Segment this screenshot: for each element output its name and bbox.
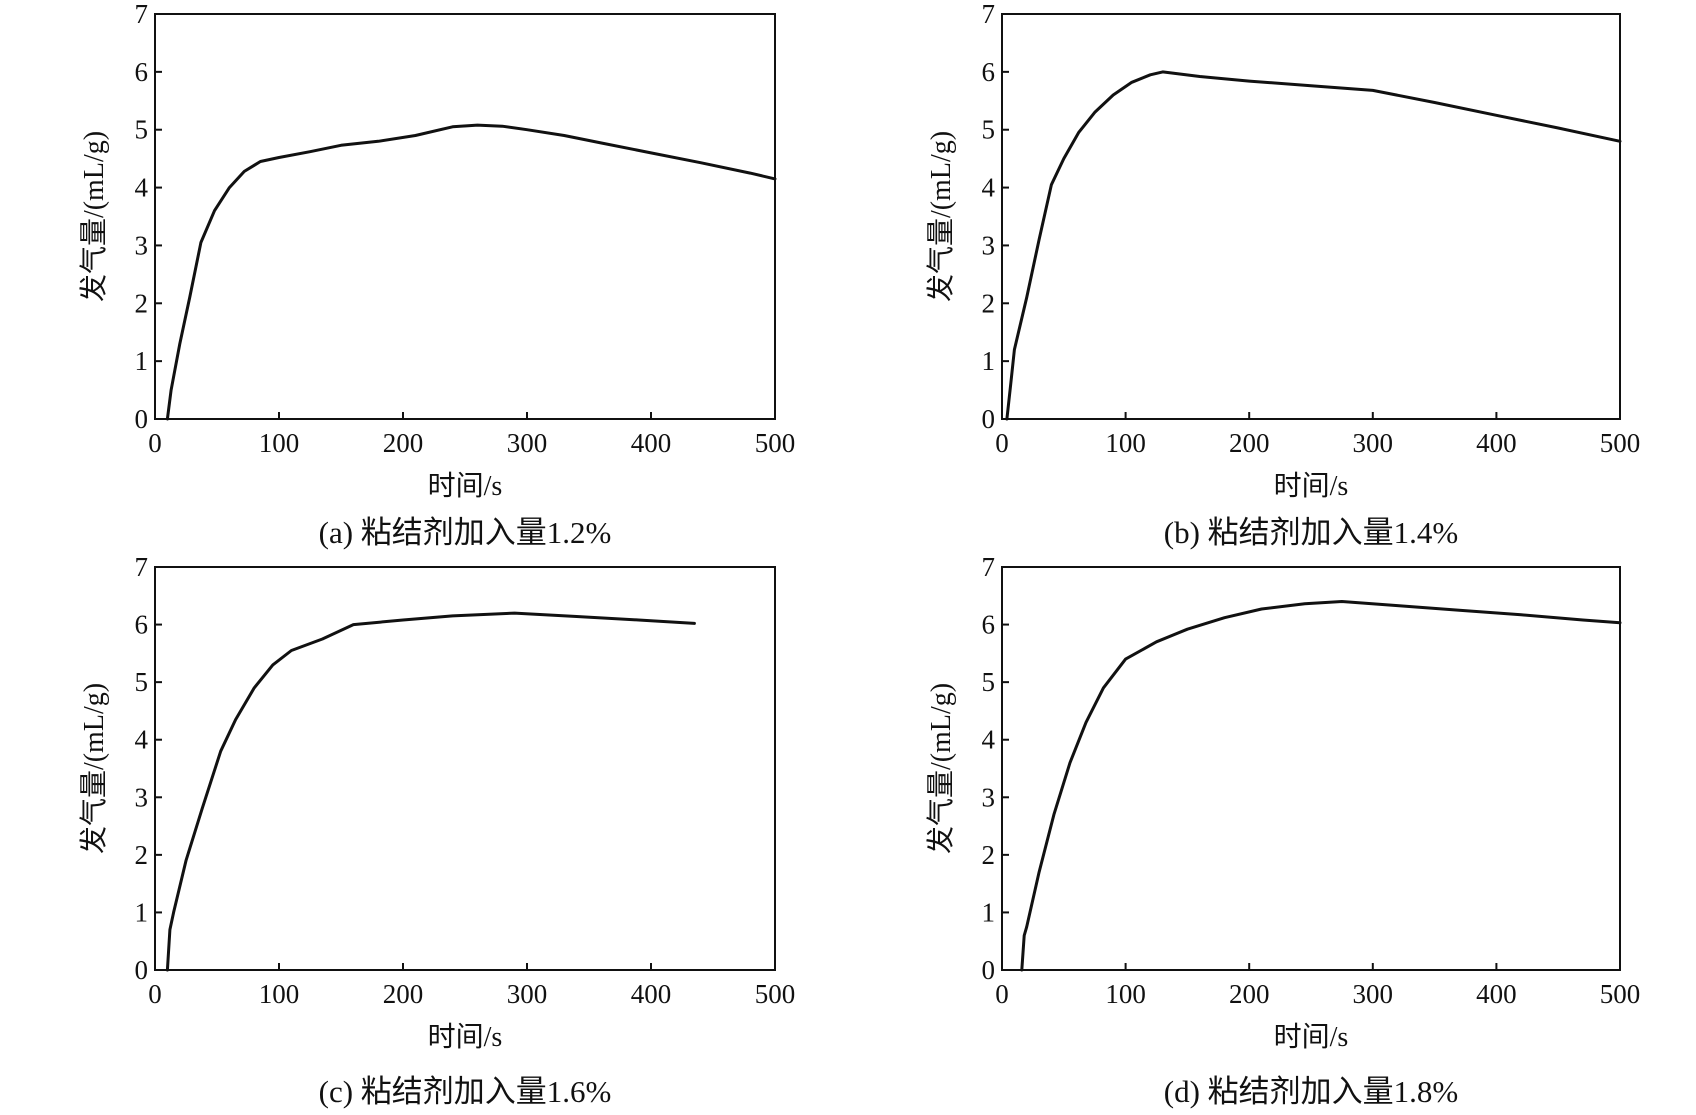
y-axis: 0 1 2 3 4 5 6 7 <box>982 0 1009 434</box>
x-tick-label: 400 <box>1476 428 1517 458</box>
y-axis-label: 发气量/(mL/g) <box>78 683 110 854</box>
y-tick-label: 2 <box>135 288 149 318</box>
x-tick-label: 100 <box>1105 428 1146 458</box>
y-tick-label: 1 <box>982 346 996 376</box>
plot-frame <box>154 566 776 971</box>
x-tick-label: 400 <box>1476 979 1517 1009</box>
y-tick-label: 6 <box>135 57 149 87</box>
y-tick-label: 3 <box>135 230 149 260</box>
y-tick-label: 0 <box>982 404 996 434</box>
y-tick-label: 2 <box>982 288 996 318</box>
y-axis-label: 发气量/(mL/g) <box>78 131 110 302</box>
x-axis-label: 时间/s <box>1274 470 1349 502</box>
y-tick-label: 2 <box>982 840 996 870</box>
plot-frame <box>1001 566 1621 971</box>
panel-d: 0 100 200 300 400 500 0 1 2 3 4 5 6 7 时间/s 发气量/(mL/g… <box>925 552 1640 1109</box>
y-tick-label: 1 <box>982 897 996 927</box>
y-tick-label: 6 <box>135 610 149 640</box>
x-tick-label: 200 <box>1229 979 1270 1009</box>
y-tick-label: 3 <box>135 782 149 812</box>
x-tick-label: 200 <box>1229 428 1270 458</box>
x-tick-label: 200 <box>383 428 424 458</box>
x-tick-label: 100 <box>259 979 300 1009</box>
y-tick-label: 3 <box>982 782 996 812</box>
y-tick-label: 0 <box>135 955 149 985</box>
panel-b: 0 100 200 300 400 500 0 1 2 3 4 5 6 7 时间/s 发气量/(mL/g… <box>925 0 1640 550</box>
x-axis-label: 时间/s <box>428 1021 503 1053</box>
y-tick-label: 5 <box>982 667 996 697</box>
y-tick-label: 6 <box>982 57 996 87</box>
panel-c: 0 100 200 300 400 500 0 1 2 3 4 5 6 7 时间/s 发气量/(mL/g… <box>78 552 795 1109</box>
x-tick-label: 0 <box>148 428 162 458</box>
y-tick-label: 4 <box>982 725 996 755</box>
y-tick-label: 0 <box>135 404 149 434</box>
y-tick-label: 7 <box>135 0 149 29</box>
plot-frame <box>1001 13 1621 420</box>
panel-caption: (b) 粘结剂加入量1.4% <box>1164 515 1458 550</box>
y-axis-label: 发气量/(mL/g) <box>925 683 957 854</box>
x-tick-label: 300 <box>507 428 548 458</box>
x-tick-label: 400 <box>631 979 672 1009</box>
y-tick-label: 7 <box>982 552 996 582</box>
y-tick-label: 0 <box>982 955 996 985</box>
gas-evolution-curve <box>165 123 777 421</box>
x-tick-label: 100 <box>1105 979 1146 1009</box>
y-tick-label: 6 <box>982 610 996 640</box>
gas-evolution-curve <box>1005 70 1622 421</box>
y-axis: 0 1 2 3 4 5 6 7 <box>135 0 162 434</box>
y-axis-label: 发气量/(mL/g) <box>925 131 957 302</box>
x-tick-label: 500 <box>1600 428 1641 458</box>
panel-a: 0 100 200 300 400 500 0 1 2 3 4 5 6 7 时间/s 发气量/(mL/g… <box>78 0 795 550</box>
x-tick-label: 0 <box>148 979 162 1009</box>
y-tick-label: 4 <box>982 173 996 203</box>
x-tick-label: 300 <box>507 979 548 1009</box>
gas-evolution-curve <box>1020 600 1622 972</box>
y-tick-label: 1 <box>135 346 149 376</box>
y-tick-label: 3 <box>982 230 996 260</box>
y-axis: 0 1 2 3 4 5 6 7 <box>982 552 1009 985</box>
x-tick-label: 500 <box>1600 979 1641 1009</box>
y-tick-label: 7 <box>982 0 996 29</box>
x-tick-label: 100 <box>259 428 300 458</box>
panel-caption: (a) 粘结剂加入量1.2% <box>319 515 612 550</box>
y-tick-label: 5 <box>135 667 149 697</box>
x-tick-label: 0 <box>995 428 1009 458</box>
x-tick-label: 500 <box>755 428 796 458</box>
x-tick-label: 0 <box>995 979 1009 1009</box>
x-axis: 0 100 200 300 400 500 <box>995 963 1640 1009</box>
x-axis-label: 时间/s <box>1274 1021 1349 1053</box>
y-tick-label: 2 <box>135 840 149 870</box>
x-tick-label: 400 <box>631 428 672 458</box>
y-tick-label: 1 <box>135 897 149 927</box>
panel-caption: (d) 粘结剂加入量1.8% <box>1164 1074 1458 1109</box>
y-tick-label: 5 <box>982 115 996 145</box>
y-tick-label: 7 <box>135 552 149 582</box>
x-tick-label: 200 <box>383 979 424 1009</box>
y-tick-label: 4 <box>135 725 149 755</box>
panel-caption: (c) 粘结剂加入量1.6% <box>319 1074 612 1109</box>
gas-evolution-curve <box>165 611 696 972</box>
x-tick-label: 500 <box>755 979 796 1009</box>
y-tick-label: 5 <box>135 115 149 145</box>
x-tick-label: 300 <box>1353 428 1394 458</box>
plot-frame <box>154 13 776 420</box>
y-axis: 0 1 2 3 4 5 6 7 <box>135 552 162 985</box>
x-axis: 0 100 200 300 400 500 <box>148 963 795 1009</box>
x-tick-label: 300 <box>1353 979 1394 1009</box>
x-axis-label: 时间/s <box>428 470 503 502</box>
y-tick-label: 4 <box>135 173 149 203</box>
x-axis: 0 100 200 300 400 500 <box>148 412 795 458</box>
x-axis: 0 100 200 300 400 500 <box>995 412 1640 458</box>
